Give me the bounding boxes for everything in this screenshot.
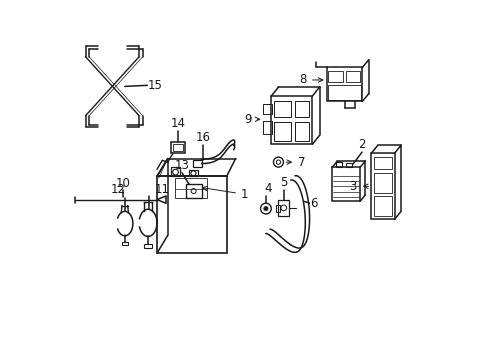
Text: 11: 11 <box>155 183 169 196</box>
Text: 1: 1 <box>202 186 248 201</box>
Text: 5: 5 <box>280 176 287 189</box>
Bar <box>171 142 184 153</box>
Circle shape <box>263 206 267 211</box>
Bar <box>263 121 272 134</box>
Bar <box>175 178 206 198</box>
Bar <box>278 200 288 216</box>
Text: 13: 13 <box>174 159 189 172</box>
Text: 8: 8 <box>299 73 322 86</box>
Bar <box>122 242 128 245</box>
Bar <box>274 122 291 141</box>
Bar <box>294 102 308 117</box>
Bar <box>189 170 198 176</box>
Bar <box>373 173 391 193</box>
Bar <box>346 71 359 82</box>
Bar <box>275 205 279 212</box>
Bar <box>373 196 391 216</box>
Text: 9: 9 <box>244 113 259 126</box>
Bar <box>144 244 151 248</box>
Text: 6: 6 <box>310 197 317 210</box>
Bar <box>274 102 291 117</box>
Bar <box>346 163 351 167</box>
Bar <box>328 71 342 82</box>
Bar <box>373 157 391 169</box>
Bar <box>185 184 201 198</box>
Text: 4: 4 <box>264 182 271 195</box>
Text: 12: 12 <box>110 183 125 196</box>
Text: 16: 16 <box>196 131 210 144</box>
Text: 14: 14 <box>170 117 185 130</box>
Text: 15: 15 <box>148 79 163 92</box>
Bar <box>192 159 201 167</box>
Bar <box>171 167 180 176</box>
Bar <box>263 104 272 114</box>
Bar <box>271 96 312 144</box>
Text: 3: 3 <box>349 180 368 193</box>
Text: 2: 2 <box>358 139 365 152</box>
Bar <box>157 176 226 253</box>
Text: 10: 10 <box>115 177 130 190</box>
Bar <box>335 162 341 167</box>
Bar <box>328 85 360 100</box>
Bar <box>370 153 394 219</box>
Bar <box>326 67 362 102</box>
Bar <box>173 144 183 152</box>
Text: 7: 7 <box>285 156 305 168</box>
Bar <box>294 122 308 141</box>
Bar <box>331 167 359 202</box>
